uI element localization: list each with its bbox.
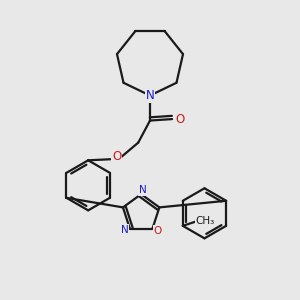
Text: N: N	[139, 185, 146, 195]
Text: N: N	[121, 225, 128, 235]
Text: O: O	[176, 112, 185, 126]
Text: N: N	[146, 89, 154, 102]
Text: O: O	[154, 226, 162, 236]
Text: O: O	[112, 150, 122, 163]
Text: CH₃: CH₃	[196, 215, 215, 226]
